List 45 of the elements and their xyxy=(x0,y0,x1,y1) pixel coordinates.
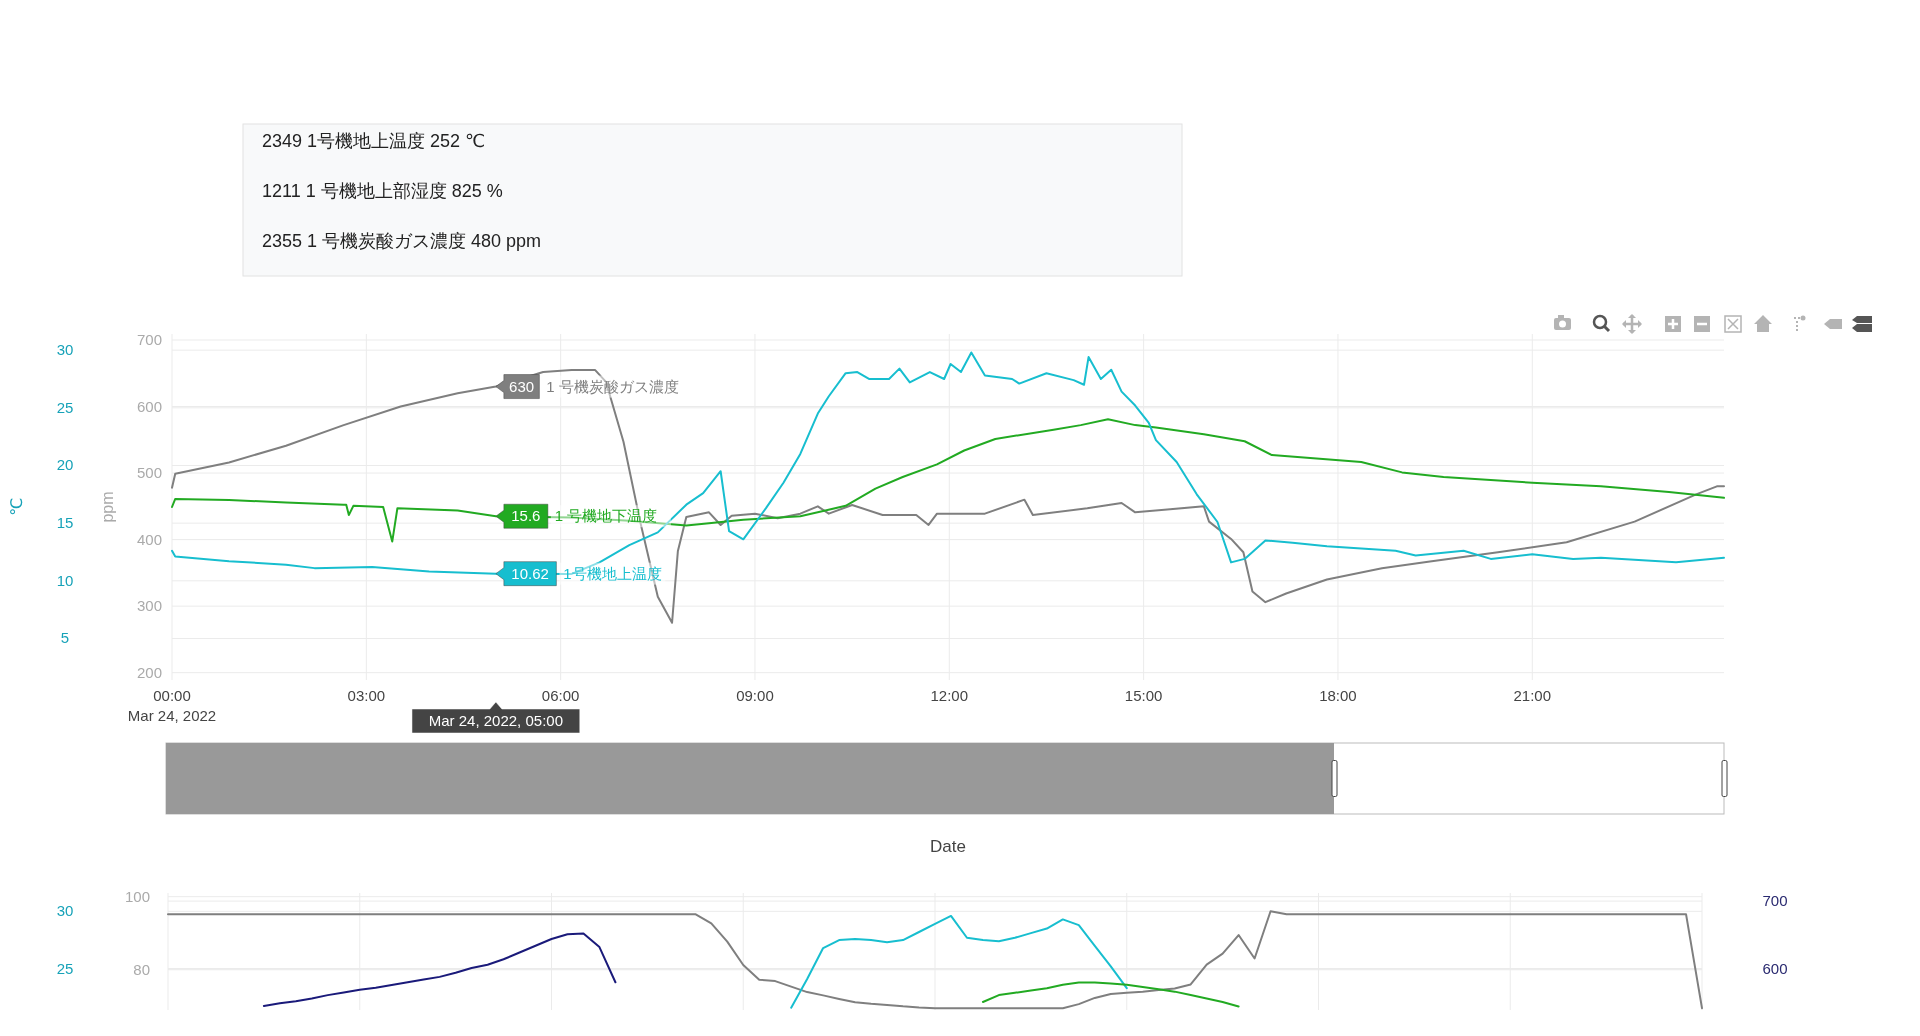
x-tick-label: 00:00 Mar 24, 2022 xyxy=(127,687,217,724)
y3-tick-label: 600 xyxy=(1762,959,1788,977)
y3-tick-label: 700 xyxy=(1762,892,1788,910)
y-tick-label: 80 xyxy=(133,960,150,978)
y2-tick-label: 5 xyxy=(60,629,70,647)
x-tick-label: 03:00 xyxy=(347,687,386,704)
line-series xyxy=(790,914,1128,1009)
text: 1211 1 号機地上部湿度 825 % xyxy=(262,181,503,201)
x-axis-title: Date xyxy=(930,837,966,856)
text: 2355 1 号機炭酸ガス濃度 480 ppm xyxy=(262,231,542,251)
x-tick-label: 21:00 xyxy=(1513,687,1552,704)
y-axis-title: ppm xyxy=(99,491,116,523)
y2-tick-label: 20 xyxy=(56,456,74,474)
x-tick-label: 18:00 xyxy=(1319,687,1357,704)
text: 2349 1号機地上温度 252 ℃ xyxy=(262,131,486,151)
legend-label: 1 号機地下温度 xyxy=(554,507,658,525)
y-tick-label: 200 xyxy=(136,663,162,681)
line-series xyxy=(171,418,1725,543)
y-tick-label: 300 xyxy=(136,597,162,615)
y2-tick-label: 30 xyxy=(56,902,74,920)
data-label: 15.6 xyxy=(511,507,541,525)
data-label: 630 xyxy=(509,377,535,395)
y2-tick-label: 30 xyxy=(56,341,74,359)
y2-tick-label: 15 xyxy=(56,514,74,532)
line-series xyxy=(262,932,617,1007)
legend-label: 1号機地上温度 xyxy=(563,564,662,582)
y2-tick-label: 10 xyxy=(56,571,74,589)
line-series xyxy=(167,910,1703,1010)
y-tick-label: 500 xyxy=(136,464,162,482)
line-series xyxy=(171,368,1725,624)
y-tick-label: 700 xyxy=(136,330,162,348)
line-series xyxy=(981,981,1240,1008)
x-tick-label: 15:00 xyxy=(1124,687,1163,704)
data-label: 10.62 xyxy=(511,564,549,582)
x-tick-label: 09:00 xyxy=(736,687,774,704)
legend-label: 1 号機炭酸ガス濃度 xyxy=(546,377,679,395)
y2-tick-label: 25 xyxy=(56,959,74,977)
y-tick-label: 100 xyxy=(124,887,150,905)
x-tick-label: 06:00 xyxy=(541,687,580,704)
y2-axis-title: ℃ xyxy=(8,497,25,516)
y-tick-label: 400 xyxy=(136,530,162,548)
x-tick-label: 12:00 xyxy=(930,687,969,704)
y-tick-label: 600 xyxy=(136,397,162,415)
text: Mar 24, 2022, 05:00 xyxy=(428,712,564,729)
y2-tick-label: 25 xyxy=(56,398,74,416)
